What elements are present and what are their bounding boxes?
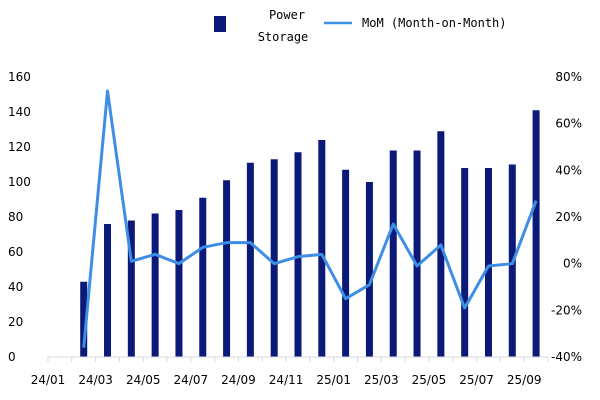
x-tick-label: 25/07 xyxy=(459,373,494,387)
legend-bar-swatch xyxy=(214,16,226,32)
x-tick-label: 25/01 xyxy=(316,373,351,387)
bar xyxy=(413,150,421,357)
bar xyxy=(342,169,350,357)
bar xyxy=(532,110,540,357)
bar xyxy=(318,140,326,357)
legend-line-label: MoM (Month-on-Month) xyxy=(362,16,507,30)
bar xyxy=(223,180,231,357)
legend-bar-label-line1: Power xyxy=(269,8,305,22)
x-tick-label: 24/05 xyxy=(126,373,161,387)
x-tick-label: 24/11 xyxy=(269,373,304,387)
bar xyxy=(461,168,469,357)
bar xyxy=(270,159,278,357)
bar xyxy=(80,281,88,357)
bar xyxy=(199,197,207,357)
y-right-tick-label: 80% xyxy=(555,70,582,84)
right-axis: -40% -20% 0% 20% 40% 60% 80% xyxy=(551,70,582,364)
bar xyxy=(104,224,112,357)
bar xyxy=(484,168,492,357)
bar xyxy=(151,213,159,357)
x-tick-label: 24/03 xyxy=(78,373,113,387)
bar xyxy=(365,182,373,357)
y-left-tick-label: 20 xyxy=(8,315,23,329)
y-left-tick-label: 80 xyxy=(8,210,23,224)
x-tick-label: 25/09 xyxy=(507,373,542,387)
bar xyxy=(127,220,135,357)
y-right-tick-label: 0% xyxy=(563,257,582,271)
legend: Power Storage MoM (Month-on-Month) xyxy=(214,8,507,44)
y-right-tick-label: -20% xyxy=(551,303,582,317)
bar xyxy=(389,150,397,357)
bar xyxy=(246,162,254,357)
x-tick-label: 25/05 xyxy=(412,373,447,387)
y-right-tick-label: 60% xyxy=(555,117,582,131)
y-left-tick-label: 120 xyxy=(8,140,31,154)
left-axis: 0 20 40 60 80 100 120 140 160 xyxy=(8,70,31,364)
mom-line xyxy=(82,89,538,348)
x-tick-label: 25/03 xyxy=(364,373,399,387)
y-left-tick-label: 140 xyxy=(8,105,31,119)
line-series xyxy=(82,89,538,348)
y-left-tick-label: 60 xyxy=(8,245,23,259)
y-left-tick-label: 160 xyxy=(8,70,31,84)
y-left-tick-label: 100 xyxy=(8,175,31,189)
y-right-tick-label: 20% xyxy=(555,210,582,224)
x-tick-label: 24/07 xyxy=(174,373,209,387)
y-right-tick-label: -40% xyxy=(551,350,582,364)
y-right-tick-label: 40% xyxy=(555,163,582,177)
y-left-tick-label: 0 xyxy=(8,350,16,364)
x-axis: 24/01 24/03 24/05 24/07 24/09 24/11 25/01 25/03… xyxy=(31,357,549,387)
x-tick-label: 24/09 xyxy=(221,373,256,387)
legend-bar-label-line2: Storage xyxy=(258,30,309,44)
bar-series xyxy=(80,110,540,357)
x-tick-label: 24/01 xyxy=(31,373,66,387)
y-left-tick-label: 40 xyxy=(8,280,23,294)
bar xyxy=(175,210,183,357)
bar xyxy=(294,152,302,357)
